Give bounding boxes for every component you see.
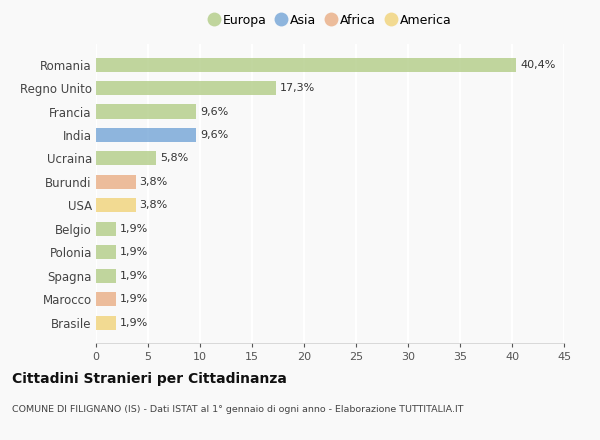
Text: 40,4%: 40,4% [520,60,556,70]
Text: 1,9%: 1,9% [120,247,148,257]
Bar [96,151,157,165]
Bar [96,104,196,118]
Text: 9,6%: 9,6% [200,106,228,117]
Text: 17,3%: 17,3% [280,83,316,93]
Bar [96,198,136,213]
Text: 9,6%: 9,6% [200,130,228,140]
Text: 1,9%: 1,9% [120,271,148,281]
Text: 1,9%: 1,9% [120,318,148,327]
Legend: Europa, Asia, Africa, America: Europa, Asia, Africa, America [203,9,457,32]
Bar [96,175,136,189]
Bar [96,292,116,306]
Text: 5,8%: 5,8% [160,154,189,163]
Text: 3,8%: 3,8% [140,177,168,187]
Bar [96,81,276,95]
Text: Cittadini Stranieri per Cittadinanza: Cittadini Stranieri per Cittadinanza [12,372,287,386]
Text: 1,9%: 1,9% [120,224,148,234]
Bar [96,128,196,142]
Bar [96,58,516,72]
Bar [96,245,116,259]
Text: 3,8%: 3,8% [140,200,168,210]
Bar [96,269,116,283]
Bar [96,222,116,236]
Text: COMUNE DI FILIGNANO (IS) - Dati ISTAT al 1° gennaio di ogni anno - Elaborazione : COMUNE DI FILIGNANO (IS) - Dati ISTAT al… [12,405,464,414]
Text: 1,9%: 1,9% [120,294,148,304]
Bar [96,315,116,330]
